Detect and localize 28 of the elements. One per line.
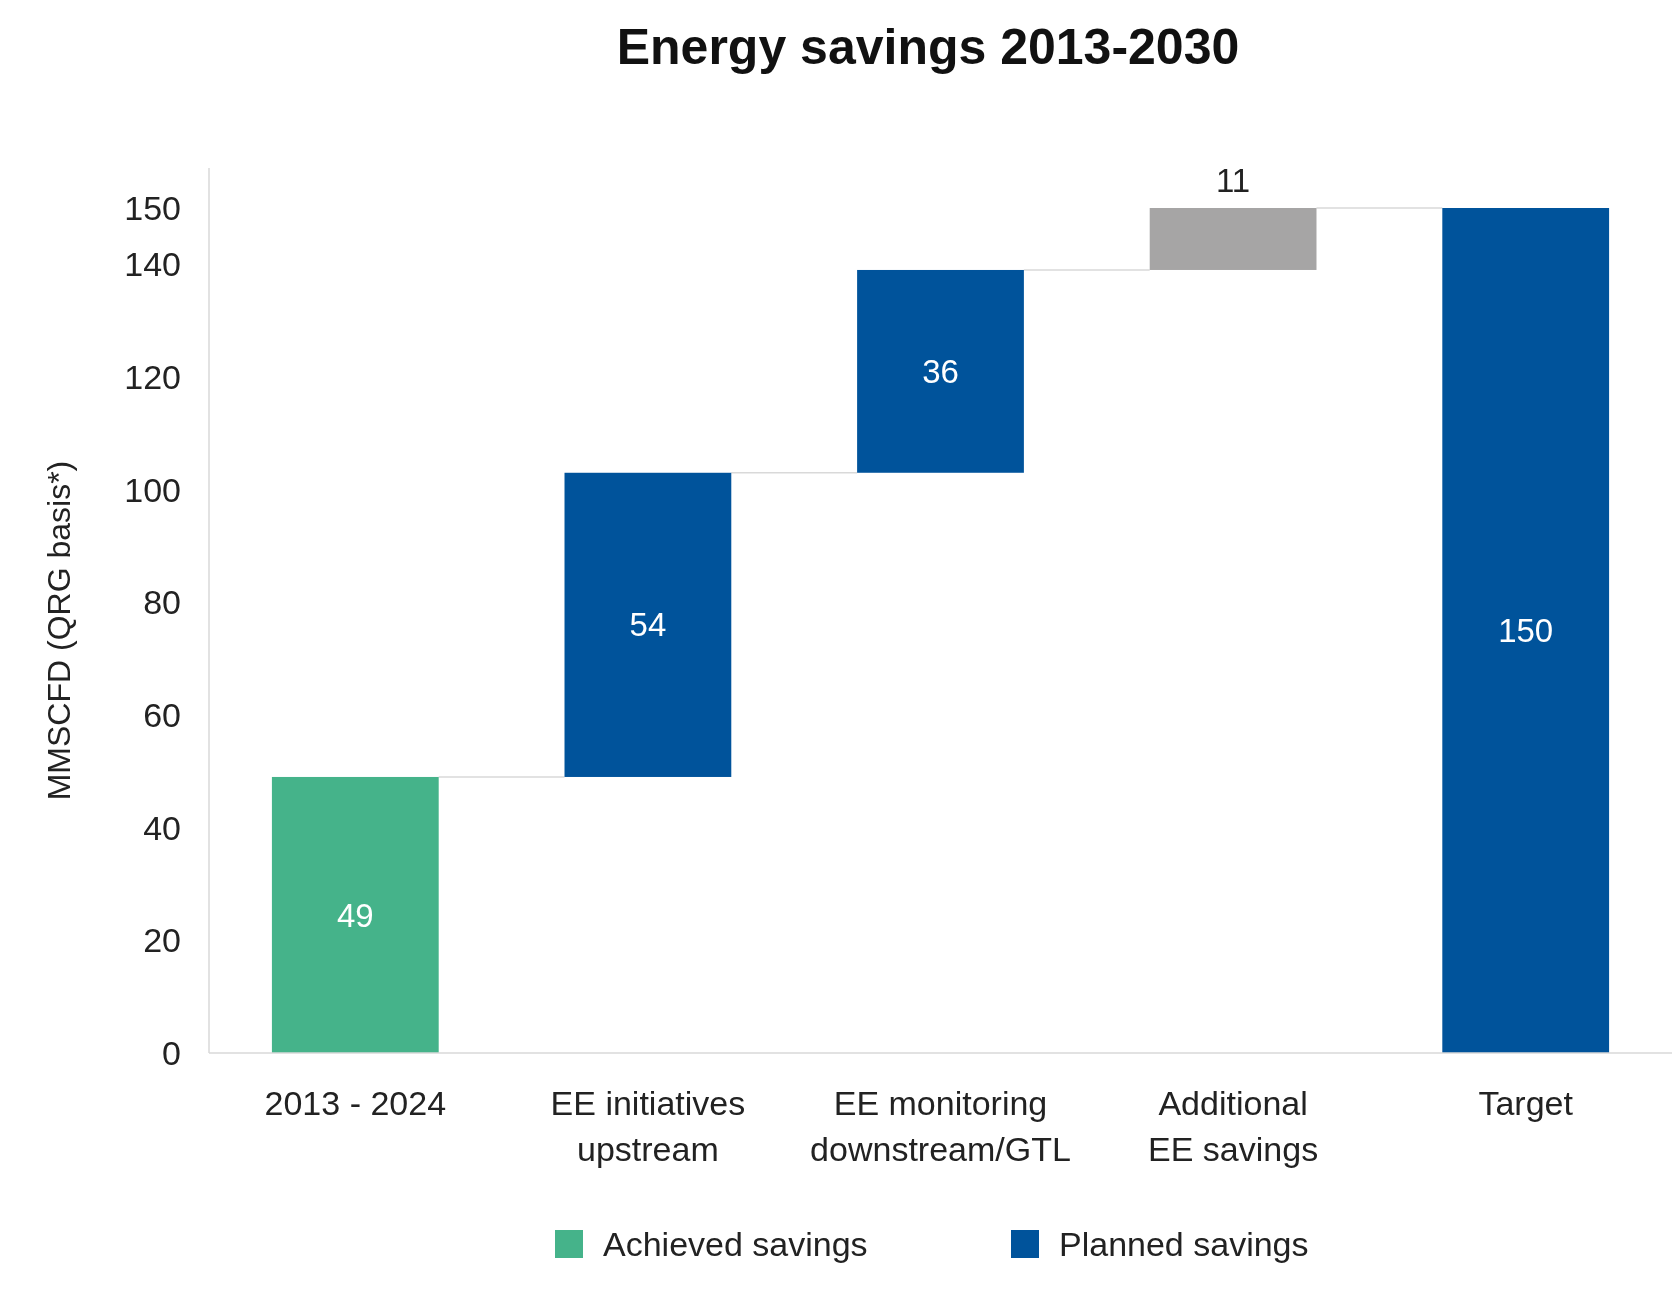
y-tick-label: 60 — [143, 695, 181, 734]
y-tick-label: 140 — [124, 245, 181, 284]
legend-label: Achieved savings — [603, 1224, 868, 1263]
bar — [564, 472, 732, 777]
chart-title: Energy savings 2013-2030 — [616, 19, 1240, 75]
bar — [857, 269, 1024, 473]
data-label: 36 — [922, 352, 959, 390]
data-label: 11 — [1215, 162, 1251, 199]
bar — [1442, 208, 1610, 1053]
y-tick-label: 120 — [124, 357, 181, 396]
y-tick-label: 20 — [143, 921, 181, 960]
x-tick-label: 2013 - 2024 — [264, 1084, 447, 1122]
y-tick-label: 40 — [143, 808, 181, 847]
data-label: 49 — [336, 896, 374, 934]
legend-label: Planned savings — [1059, 1224, 1309, 1263]
x-tick-label: EE initiatives upstream — [550, 1084, 746, 1168]
data-label: 54 — [629, 606, 667, 644]
y-axis-title: MMSCFD (QRG basis*) — [41, 460, 77, 801]
x-tick-label: EE monitoring downstream/GTL — [810, 1084, 1071, 1168]
y-tick-label: 150 — [124, 188, 181, 227]
bar — [1149, 208, 1317, 270]
y-tick-label: 80 — [143, 583, 181, 622]
bar — [271, 776, 439, 1053]
x-tick-label: Additional EE savings — [1148, 1084, 1319, 1168]
y-tick-label: 0 — [162, 1033, 181, 1072]
x-tick-label: Target — [1478, 1084, 1574, 1122]
data-label: 150 — [1498, 612, 1554, 650]
y-tick-label: 100 — [124, 470, 181, 509]
